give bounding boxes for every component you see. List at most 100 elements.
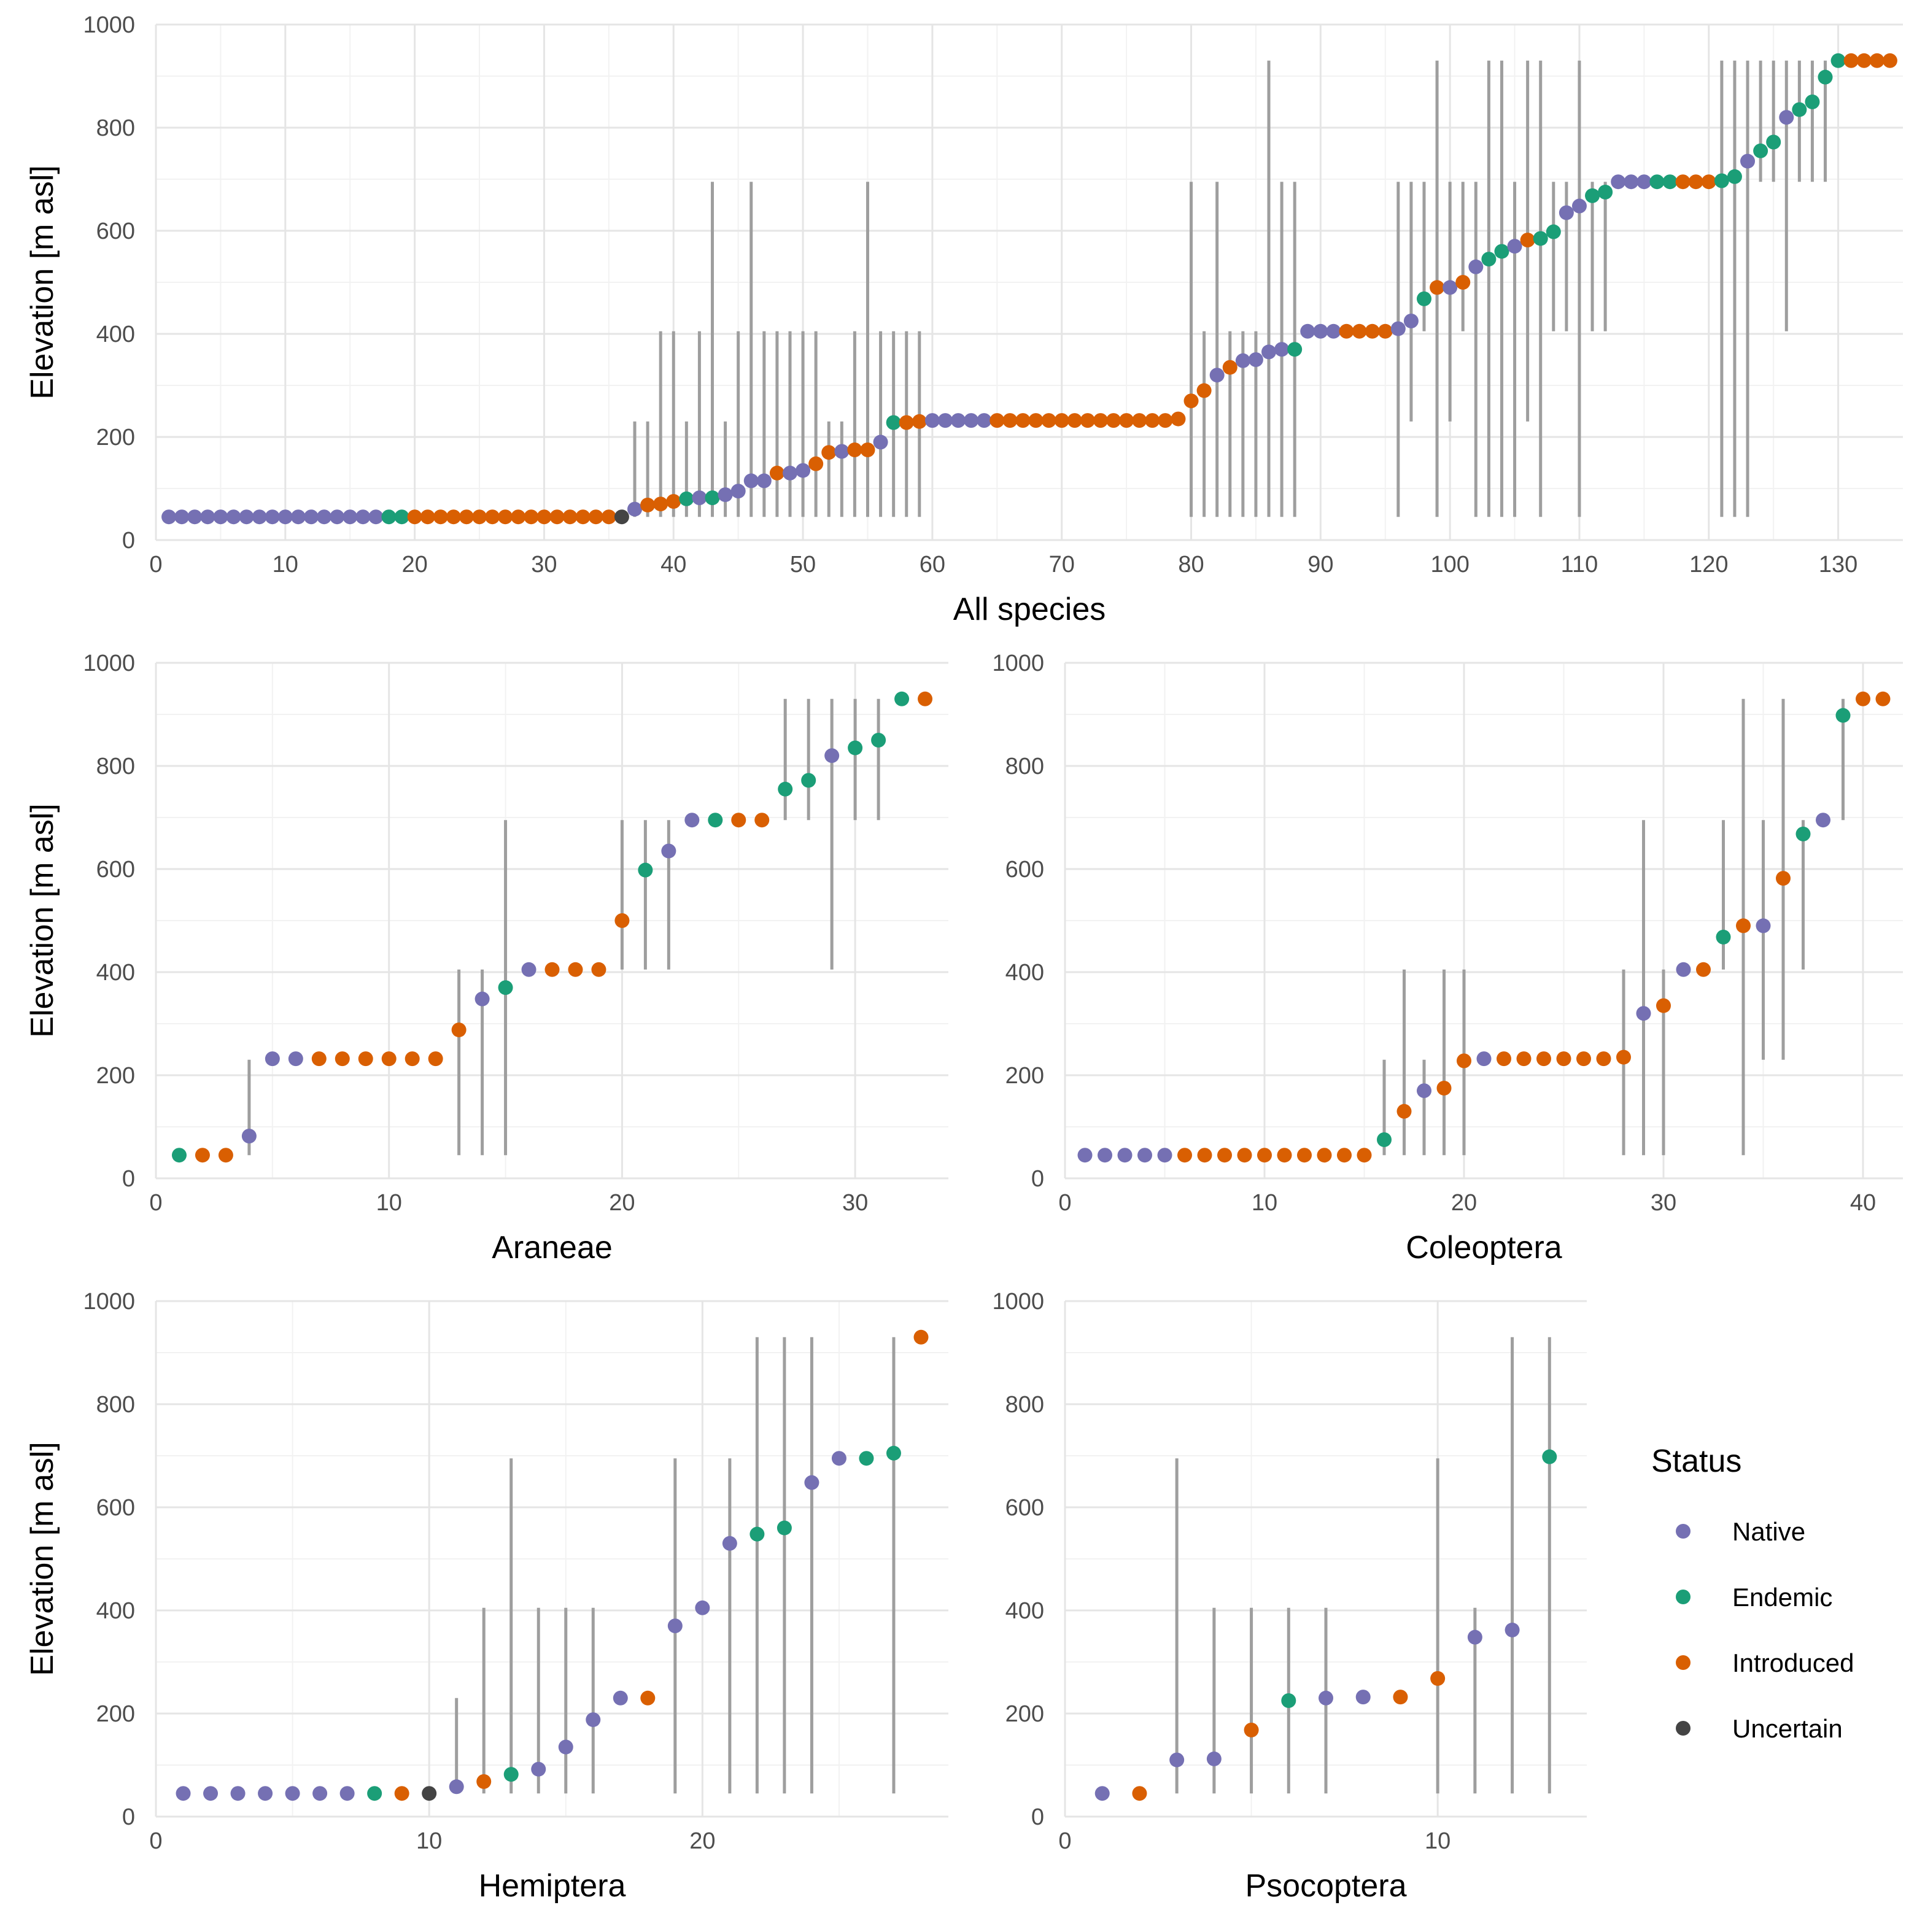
x-tick-label: 10 [416,1828,442,1854]
data-point [265,509,280,525]
x-tick-label: 10 [376,1190,402,1216]
x-tick-label: 10 [1425,1828,1451,1854]
legend-key-endemic [1676,1590,1691,1604]
data-point [558,1739,573,1755]
x-axis-label: Psocoptera [1245,1868,1406,1904]
x-tick-label: 20 [1451,1190,1477,1216]
data-point [1287,342,1303,357]
data-point [226,509,241,525]
data-point [1516,1051,1532,1067]
x-tick-label: 40 [1850,1190,1876,1216]
data-point [174,509,190,525]
y-tick-label: 400 [96,1598,135,1624]
data-point [288,1051,303,1067]
y-tick-label: 0 [122,1804,135,1830]
legend-title: Status [1651,1443,1741,1479]
data-point [311,1051,327,1067]
data-point [549,509,565,525]
data-point [1816,813,1830,828]
data-point [285,1786,300,1801]
data-point [1727,169,1742,184]
data-point [591,962,606,977]
data-point [749,1526,765,1542]
data-point [1248,352,1263,367]
data-point [1132,413,1147,428]
data-point [1818,69,1833,85]
data-point [200,509,215,525]
data-point [1339,323,1354,339]
data-point [824,748,840,763]
y-tick-label: 200 [96,425,135,450]
data-point [1696,962,1711,977]
data-point [782,465,797,481]
data-point [1416,291,1431,306]
data-point [474,991,490,1007]
data-point [230,1786,246,1801]
data-point [801,773,816,788]
data-point [1365,323,1380,339]
data-point [1015,413,1031,428]
legend-key-introduced [1676,1655,1691,1670]
data-point [1094,1786,1110,1801]
data-point [1157,1148,1172,1163]
panel-coleoptera: 0 200 400 600 800 1000 0 10 20 30 40 Coleoptera [992,651,1903,1265]
y-tick-label: 800 [96,754,135,779]
y-tick-label: 600 [96,1495,135,1521]
x-tick-label: 110 [1561,552,1598,578]
y-tick-label: 800 [96,115,135,141]
data-point [831,1451,846,1466]
data-point [368,509,384,525]
data-point [171,1148,187,1163]
data-point [1443,280,1458,295]
data-point [661,843,676,859]
data-point [524,509,539,525]
data-point [684,813,700,828]
data-point [1257,1148,1272,1163]
y-tick-label: 1000 [992,651,1044,676]
data-point [358,1051,373,1067]
data-point [1158,413,1173,428]
x-tick-label: 40 [660,552,686,578]
data-point [544,962,560,977]
data-point [330,509,345,525]
data-point [894,691,910,706]
data-point [1274,342,1290,357]
data-point [1649,174,1665,190]
x-tick-label: 120 [1689,552,1728,578]
data-point [312,1786,328,1801]
data-point [428,1051,443,1067]
data-point [754,813,770,828]
data-point [614,509,629,525]
data-point [1261,344,1277,360]
data-point [1377,1132,1392,1147]
data-point [722,1536,737,1551]
legend: Status Native Endemic Introduced Uncerta… [1651,1443,1854,1743]
data-point [859,1451,874,1466]
data-point [1106,413,1121,428]
data-point [718,487,733,503]
data-point [1077,1148,1093,1163]
data-point [1417,1083,1431,1099]
data-point [433,509,448,525]
data-point [1616,1049,1631,1065]
panel-psocoptera: 0 200 400 600 800 1000 0 10 Psocoptera [992,1289,1587,1904]
data-point [1196,383,1212,398]
data-point [1714,173,1729,188]
data-point [531,1761,546,1777]
x-tick-label: 0 [1058,1190,1071,1216]
x-tick-label: 0 [149,1828,162,1854]
data-point [187,509,203,525]
data-point [1520,233,1535,248]
data-point [1352,323,1367,339]
x-tick-label: 80 [1178,552,1204,578]
y-tick-label: 200 [96,1063,135,1089]
data-point [847,442,862,457]
data-point [1766,134,1781,150]
data-point [1169,1752,1185,1768]
legend-label-endemic: Endemic [1732,1583,1832,1612]
data-point [951,413,966,428]
data-point [871,733,886,748]
data-point [1357,1148,1372,1163]
x-tick-label: 20 [689,1828,715,1854]
